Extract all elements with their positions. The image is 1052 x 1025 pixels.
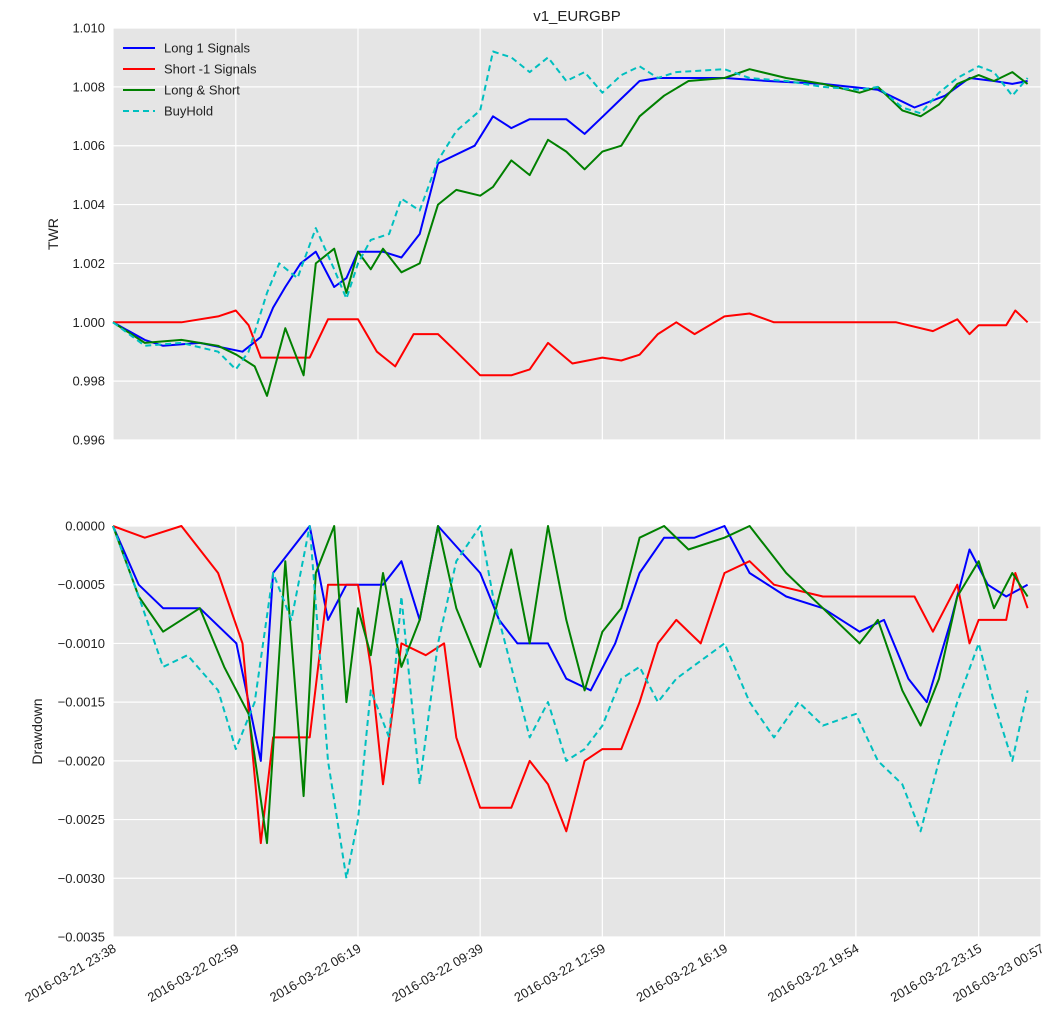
- series-line: [112, 525, 1029, 880]
- x-tick-label: 2016-03-22 19:54: [765, 941, 861, 1005]
- series-line: [113, 309, 1029, 377]
- legend-label: BuyHold: [164, 104, 213, 119]
- drawdown-grid: [112, 525, 1042, 938]
- y-tick-label: 0.996: [72, 433, 105, 448]
- y-tick-label: 1.000: [72, 315, 105, 330]
- y-tick-label: −0.0015: [58, 695, 105, 710]
- y-tick-label: 1.008: [72, 79, 105, 94]
- drawdown-y-ticks: −0.0035 −0.0030 −0.0025 −0.0020 −0.0015 −0.00…: [58, 519, 105, 945]
- y-tick-label: 1.010: [72, 21, 105, 36]
- twr-panel: 0.996 0.998 1.000 1.002 1.004 1.006 1.008 1.010…: [45, 21, 1042, 448]
- drawdown-plot-area: [113, 526, 1041, 937]
- x-axis-ticks: 2016-03-21 23:38 2016-03-22 02:59 2016-03-…: [22, 941, 1046, 1005]
- x-tick-label: 2016-03-22 09:39: [389, 941, 485, 1005]
- series-line: [112, 77, 1028, 353]
- drawdown-panel: −0.0035 −0.0030 −0.0025 −0.0020 −0.0015 −0.00…: [22, 519, 1046, 1005]
- y-tick-label: −0.0025: [58, 812, 105, 827]
- legend-label: Long 1 Signals: [164, 41, 251, 56]
- series-line: [112, 68, 1029, 397]
- y-tick-label: 0.998: [72, 374, 105, 389]
- y-tick-label: 1.002: [72, 256, 105, 271]
- twr-y-axis-label: TWR: [45, 218, 61, 250]
- y-tick-label: −0.0005: [58, 577, 105, 592]
- twr-y-ticks: 0.996 0.998 1.000 1.002 1.004 1.006 1.008 1.010: [72, 21, 105, 448]
- y-tick-label: −0.0010: [58, 636, 105, 651]
- y-tick-label: 1.004: [72, 197, 105, 212]
- drawdown-series-lines: [112, 525, 1029, 880]
- chart-title: v1_EURGBP: [533, 8, 621, 25]
- x-tick-label: 2016-03-22 12:59: [511, 941, 607, 1005]
- legend-label: Short -1 Signals: [164, 62, 257, 77]
- y-tick-label: 0.0000: [65, 519, 105, 534]
- drawdown-y-axis-label: Drawdown: [29, 698, 45, 764]
- x-tick-label: 2016-03-21 23:38: [22, 941, 118, 1005]
- x-tick-label: 2016-03-22 06:19: [267, 941, 363, 1005]
- twr-series-lines: [112, 50, 1029, 397]
- series-line: [112, 525, 1029, 845]
- y-tick-label: −0.0035: [58, 930, 105, 945]
- y-tick-label: 1.006: [72, 138, 105, 153]
- series-line: [112, 50, 1029, 371]
- x-tick-label: 2016-03-22 16:19: [634, 941, 730, 1005]
- y-tick-label: −0.0030: [58, 871, 105, 886]
- series-line: [112, 525, 1029, 762]
- series-line: [112, 525, 1029, 845]
- legend-label: Long & Short: [164, 83, 240, 98]
- x-tick-label: 2016-03-22 02:59: [145, 941, 241, 1005]
- y-tick-label: −0.0020: [58, 753, 105, 768]
- twr-plot-area: [113, 28, 1041, 440]
- legend: Long 1 Signals Short -1 Signals Long & Sho…: [123, 41, 257, 119]
